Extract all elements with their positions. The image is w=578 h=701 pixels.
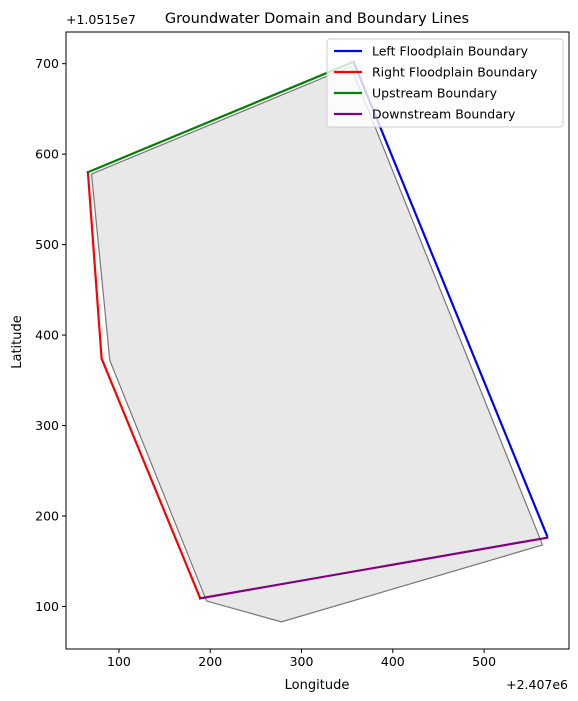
legend-label: Left Floodplain Boundary (372, 44, 529, 59)
y-tick-label: 200 (35, 509, 59, 524)
y-tick-label: 400 (35, 328, 59, 343)
y-axis-label: Latitude (10, 315, 25, 369)
y-tick-label: 300 (35, 418, 59, 433)
legend-label: Upstream Boundary (372, 86, 498, 101)
y-tick-label: 700 (35, 56, 59, 71)
axis-ticks: 100 200 300 400 500 100 200 300 400 500 600 700 (35, 56, 496, 669)
plot-frame (65, 31, 570, 650)
x-tick-label: 400 (381, 654, 405, 669)
legend: Left Floodplain Boundary Right Floodplain… (326, 38, 564, 128)
x-tick-label: 500 (472, 654, 496, 669)
x-tick-label: 200 (198, 654, 222, 669)
x-tick-label: 300 (290, 654, 314, 669)
series-line-1 (352, 60, 549, 538)
x-tick-label: 100 (107, 654, 131, 669)
legend-box (326, 38, 564, 128)
y-offset-label: +1.0515e7 (66, 12, 136, 27)
x-offset-label: +2.407e6 (506, 677, 568, 692)
y-tick-label: 600 (35, 147, 59, 162)
chart-title: Groundwater Domain and Boundary Lines (165, 11, 469, 27)
y-tick-label: 500 (35, 237, 59, 252)
series-line-2 (86, 171, 202, 600)
legend-label: Right Floodplain Boundary (372, 65, 538, 80)
legend-label: Downstream Boundary (372, 107, 516, 122)
series-line-4 (198, 536, 549, 600)
domain-polygon (90, 65, 544, 623)
x-axis-label: Longitude (285, 678, 350, 693)
plot-area (86, 60, 549, 623)
y-tick-label: 100 (35, 599, 59, 614)
series-line-3 (86, 60, 355, 174)
